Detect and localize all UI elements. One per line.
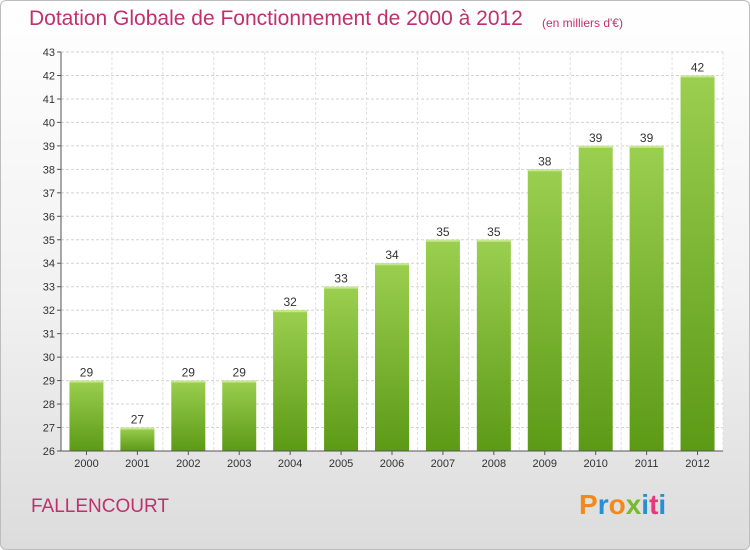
data-label: 38 [538, 154, 552, 168]
chart-unit: (en milliers d'€) [542, 16, 623, 30]
proxiti-logo[interactable]: Proxiti [579, 489, 666, 521]
bar-highlight [171, 380, 206, 383]
chart-title: Dotation Globale de Fonctionnement de 20… [29, 7, 523, 30]
y-tick-label: 41 [43, 94, 55, 106]
bar[interactable] [527, 169, 562, 451]
data-label: 34 [385, 248, 399, 262]
data-label: 39 [589, 131, 603, 145]
bar[interactable] [375, 263, 409, 451]
data-label: 42 [691, 60, 705, 74]
bar-highlight [69, 380, 104, 383]
x-tick-label: 2010 [583, 458, 607, 470]
bar[interactable] [69, 380, 104, 451]
x-tick-label: 2007 [431, 458, 455, 470]
bar[interactable] [578, 145, 613, 451]
x-tick-label: 2008 [482, 458, 506, 470]
y-tick-label: 42 [43, 70, 55, 82]
logo-letter: x [625, 489, 642, 520]
bar[interactable] [629, 145, 664, 451]
logo-letter: o [608, 489, 626, 520]
bar-highlight [476, 239, 511, 242]
x-axis: 2000 2001 2002 2003 2004 2005 2006 2007 2008 2009… [61, 450, 723, 470]
data-label: 32 [283, 295, 297, 309]
bar-highlight [578, 145, 613, 148]
y-tick-label: 34 [43, 258, 55, 270]
bar[interactable] [273, 310, 308, 451]
x-tick-label: 2009 [533, 458, 557, 470]
logo-letter: r [597, 489, 609, 520]
bar-highlight [425, 239, 460, 242]
y-tick-label: 40 [43, 117, 55, 129]
bar-highlight [527, 169, 562, 172]
y-tick-label: 30 [43, 352, 55, 364]
data-label: 33 [334, 272, 348, 286]
y-tick-label: 39 [43, 141, 55, 153]
y-tick-label: 35 [43, 235, 55, 247]
y-tick-label: 43 [43, 47, 55, 59]
bar[interactable] [120, 427, 155, 451]
data-label: 29 [182, 366, 196, 380]
y-tick-label: 28 [43, 399, 55, 411]
bar[interactable] [476, 239, 511, 451]
y-tick-label: 26 [43, 446, 55, 458]
bar-highlight [273, 310, 308, 313]
y-tick-label: 33 [43, 282, 55, 294]
x-tick-label: 2002 [176, 458, 200, 470]
x-tick-label: 2006 [380, 458, 404, 470]
logo-letter: i [641, 489, 650, 520]
data-label: 35 [487, 225, 501, 239]
bar-highlight [375, 263, 409, 266]
bar[interactable] [171, 380, 206, 451]
x-tick-label: 2001 [125, 458, 149, 470]
x-tick-label: 2004 [278, 458, 302, 470]
x-tick-label: 2011 [635, 458, 659, 470]
x-tick-label: 2005 [329, 458, 353, 470]
bar-highlight [629, 145, 664, 148]
data-label: 29 [233, 366, 247, 380]
y-axis: 26 27 28 29 30 31 32 33 34 35 36 37 38 39 40 41 42 43 [43, 47, 62, 458]
bar[interactable] [425, 239, 460, 451]
x-tick-label: 2003 [227, 458, 251, 470]
y-tick-label: 38 [43, 164, 55, 176]
logo-letter: t [649, 489, 659, 520]
y-tick-label: 37 [43, 188, 55, 200]
bar-highlight [680, 75, 715, 78]
bar[interactable] [324, 286, 359, 451]
y-tick-label: 27 [43, 423, 55, 435]
y-tick-label: 36 [43, 211, 55, 223]
bar-highlight [120, 427, 155, 430]
bar[interactable] [680, 75, 715, 452]
logo-letter: P [579, 489, 598, 520]
y-tick-label: 29 [43, 376, 55, 388]
data-label: 35 [436, 225, 450, 239]
x-tick-label: 2000 [74, 458, 98, 470]
bar-highlight [222, 380, 257, 383]
data-label: 39 [640, 131, 654, 145]
commune-name: FALLENCOURT [31, 496, 169, 517]
bar[interactable] [222, 380, 257, 451]
data-label: 27 [131, 413, 145, 427]
bars: 29 27 29 29 32 33 34 35 35 38 39 39 42 [69, 60, 715, 452]
y-tick-label: 32 [43, 305, 55, 317]
x-tick-label: 2012 [685, 458, 709, 470]
logo-letter: i [658, 489, 667, 520]
data-label: 29 [80, 366, 94, 380]
bar-highlight [324, 286, 359, 289]
y-tick-label: 31 [43, 329, 55, 341]
